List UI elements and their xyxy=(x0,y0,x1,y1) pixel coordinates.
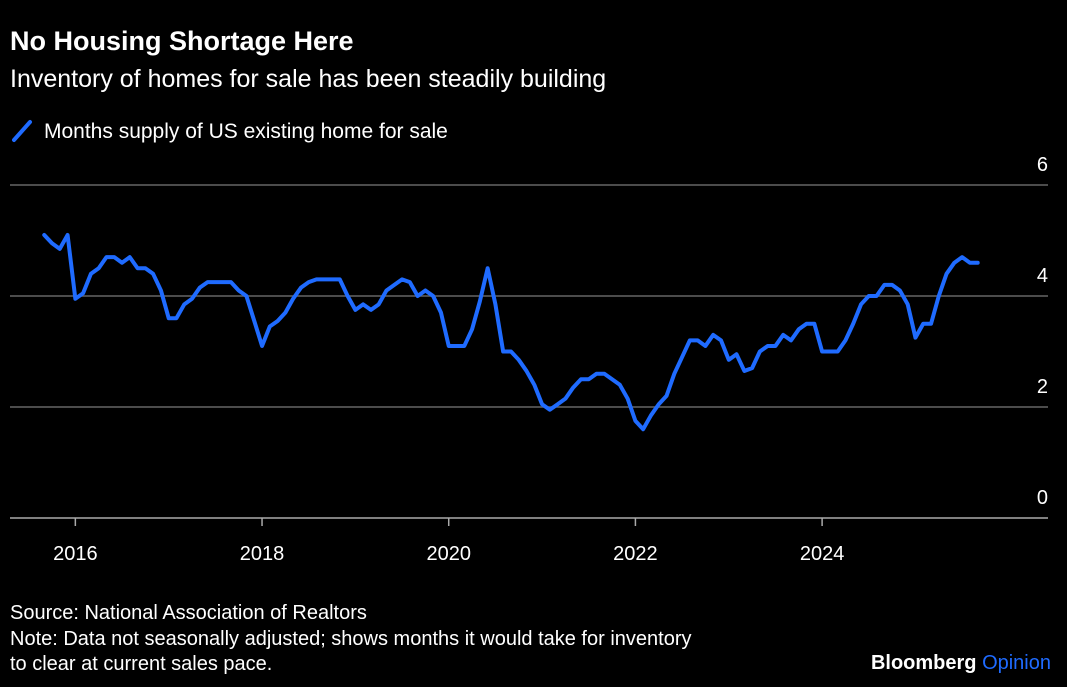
x-tick-label: 2018 xyxy=(240,543,285,565)
data-line xyxy=(42,232,980,432)
brand: Bloomberg Opinion xyxy=(871,652,1051,674)
y-tick-label: 2 xyxy=(1037,376,1048,398)
x-tick-label: 2020 xyxy=(426,543,471,565)
footnote: Note: Data not seasonally adjusted; show… xyxy=(10,628,691,650)
chart-title: No Housing Shortage Here xyxy=(10,26,354,56)
brand-section: Opinion xyxy=(982,652,1051,674)
source-note: Source: National Association of Realtors xyxy=(10,602,367,624)
footnote: to clear at current sales pace. xyxy=(10,653,272,675)
legend-label: Months supply of US existing home for sa… xyxy=(44,120,448,143)
y-tick-label: 6 xyxy=(1037,154,1048,176)
x-tick-label: 2016 xyxy=(53,543,98,565)
y-tick-label: 0 xyxy=(1037,487,1048,509)
x-tick-label: 2022 xyxy=(613,543,658,565)
chart-subtitle: Inventory of homes for sale has been ste… xyxy=(10,65,606,93)
brand-name: Bloomberg xyxy=(871,652,977,674)
y-tick-label: 4 xyxy=(1037,265,1048,287)
x-tick-label: 2024 xyxy=(800,543,845,565)
legend-swatch xyxy=(12,120,32,142)
